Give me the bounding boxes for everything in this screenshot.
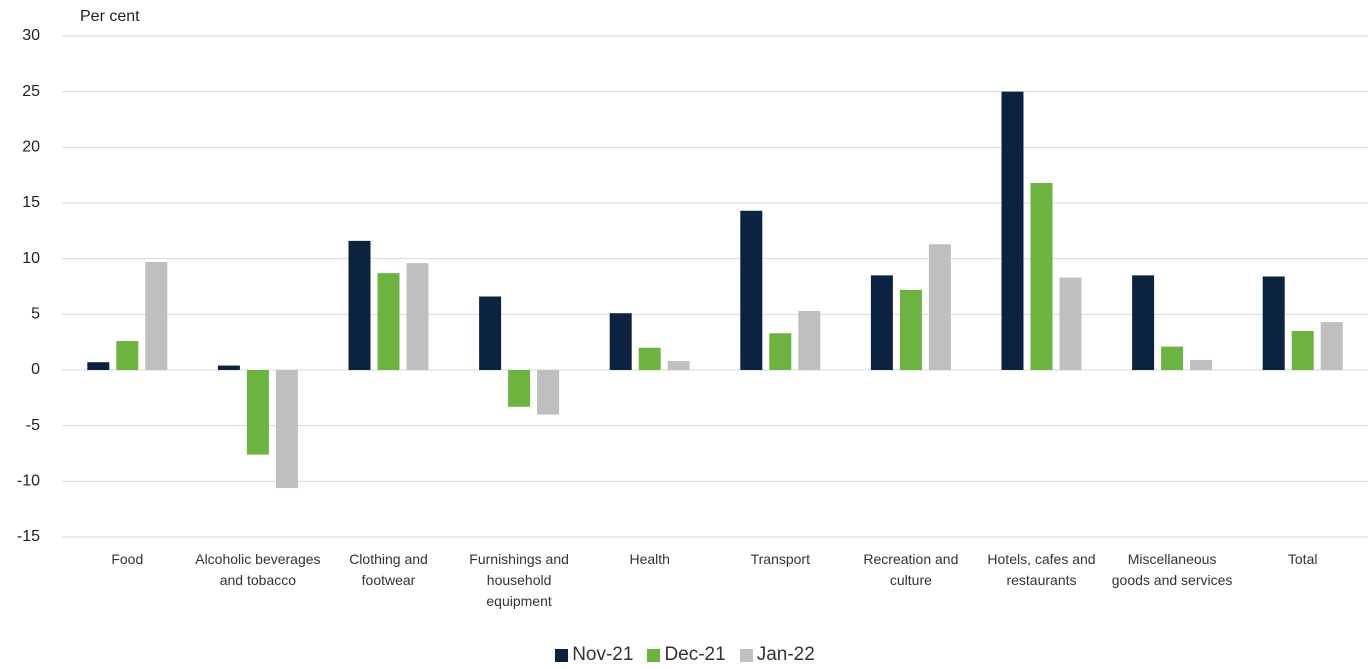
bar (217, 365, 240, 370)
legend-swatch (647, 648, 661, 662)
legend-item: Jan-22 (739, 644, 815, 666)
y-tick-label: -5 (26, 417, 40, 434)
bar (769, 333, 792, 370)
bar (377, 273, 400, 370)
bar (145, 262, 168, 370)
bar (740, 210, 763, 370)
legend-label: Nov-21 (572, 644, 634, 665)
bar (87, 362, 110, 370)
x-tick-label: Miscellaneous goods and services (1111, 551, 1233, 588)
x-tick-label: Clothing and footwear (349, 551, 428, 588)
legend-swatch (739, 648, 753, 662)
bar (1059, 277, 1082, 370)
bar (1262, 276, 1285, 370)
bar (348, 240, 371, 370)
y-tick-label: 15 (22, 194, 40, 211)
x-tick-label: Health (629, 551, 670, 567)
y-tick-label: 5 (31, 306, 40, 323)
x-tick-label: Food (111, 551, 144, 567)
bar (275, 370, 298, 489)
bar (870, 275, 893, 370)
x-tick-label: Recreation and culture (863, 551, 959, 588)
bar (667, 361, 690, 370)
bar (508, 370, 531, 407)
bar (1190, 359, 1213, 370)
bar (1001, 91, 1024, 371)
bar (798, 310, 821, 370)
bar (537, 370, 560, 415)
legend-item: Dec-21 (647, 644, 726, 666)
x-tick-label: Transport (750, 551, 810, 567)
bar (479, 296, 502, 370)
bar (406, 263, 429, 370)
legend-swatch (555, 648, 569, 662)
y-tick-label: -10 (17, 473, 40, 490)
x-tick-label: Furnishings and household equipment (469, 551, 569, 609)
y-tick-label: -15 (17, 528, 40, 545)
bar (1132, 275, 1155, 370)
bar (899, 289, 922, 370)
y-tick-label: 25 (22, 83, 40, 100)
bar (1161, 346, 1184, 370)
y-tick-label: 10 (22, 250, 40, 267)
bar (609, 313, 632, 370)
y-tick-label: 20 (22, 139, 40, 156)
bar (1291, 331, 1314, 370)
bar (928, 244, 951, 370)
bar (1030, 182, 1053, 370)
x-tick-label: Alcoholic beverages and tobacco (195, 551, 321, 588)
y-axis-label: Per cent (80, 8, 140, 25)
bar (246, 370, 269, 455)
legend-label: Dec-21 (664, 644, 726, 665)
bar (638, 347, 661, 370)
bar (116, 341, 139, 370)
x-tick-label: Total (1287, 551, 1318, 567)
bar (1320, 322, 1343, 370)
legend: Nov-21 Dec-21 Jan-22 (0, 644, 1370, 666)
y-tick-label: 0 (31, 361, 40, 378)
y-tick-label: 30 (22, 27, 40, 44)
legend-item: Nov-21 (555, 644, 633, 666)
x-tick-label: Hotels, cafes and restaurants (987, 551, 1096, 588)
legend-label: Jan-22 (756, 644, 815, 665)
